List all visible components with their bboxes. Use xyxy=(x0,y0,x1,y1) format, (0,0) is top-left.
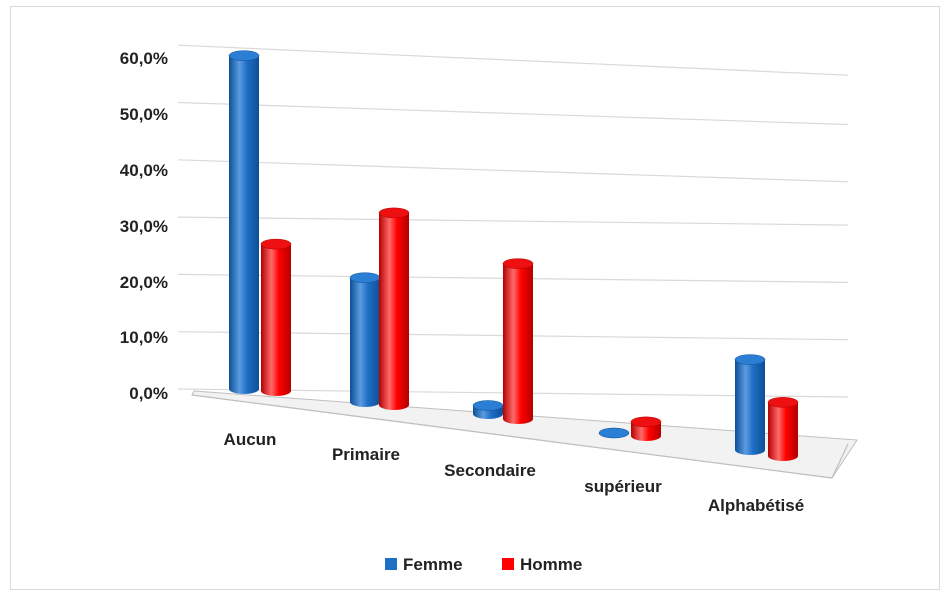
bar-body xyxy=(261,244,291,396)
bar-top xyxy=(734,354,766,365)
bar xyxy=(630,416,662,441)
bar-top xyxy=(598,427,630,439)
legend-swatch-homme xyxy=(502,558,514,570)
bar-body xyxy=(229,55,259,395)
floor-edge xyxy=(191,394,833,479)
bar xyxy=(349,272,381,407)
bar-top xyxy=(228,50,260,61)
bar-body xyxy=(735,359,765,455)
gridline xyxy=(177,44,849,76)
y-tick-label: 40,0% xyxy=(120,161,168,180)
x-axis-categories: Aucun Primaire Secondaire supérieur Alph… xyxy=(224,430,805,515)
category-label: supérieur xyxy=(584,477,662,496)
bar-body xyxy=(379,212,409,410)
bar xyxy=(767,397,799,461)
legend-swatch-femme xyxy=(385,558,397,570)
y-tick-label: 60,0% xyxy=(120,49,168,68)
bar xyxy=(472,400,504,419)
bar-top xyxy=(502,258,534,269)
bar xyxy=(598,427,630,439)
bar-body xyxy=(768,402,798,461)
bar xyxy=(502,258,534,424)
bar-top xyxy=(378,207,410,219)
bar-body xyxy=(503,263,533,424)
chart-frame xyxy=(10,6,940,590)
bar-top xyxy=(260,238,292,250)
bar-top xyxy=(349,272,381,283)
legend-label-femme: Femme xyxy=(403,555,463,574)
bar-top xyxy=(767,397,799,408)
bar-body xyxy=(631,421,661,441)
category-label: Alphabétisé xyxy=(708,496,804,515)
gridline xyxy=(177,216,849,226)
y-tick-label: 50,0% xyxy=(120,105,168,124)
y-tick-label: 30,0% xyxy=(120,217,168,236)
category-label: Secondaire xyxy=(444,461,536,480)
bar xyxy=(378,207,410,410)
legend-label-homme: Homme xyxy=(520,555,582,574)
y-tick-label: 10,0% xyxy=(120,328,168,347)
bar-top xyxy=(630,416,662,428)
bar xyxy=(260,238,292,396)
gridline xyxy=(177,101,849,126)
bar xyxy=(734,354,766,455)
category-label: Aucun xyxy=(224,430,277,449)
bar-body xyxy=(350,277,380,407)
y-tick-label: 20,0% xyxy=(120,273,168,292)
y-tick-label: 0,0% xyxy=(129,384,168,403)
category-label: Primaire xyxy=(332,445,400,464)
floor-side xyxy=(831,443,849,479)
bars xyxy=(228,50,799,461)
gridline xyxy=(177,159,849,183)
y-axis-ticks: 0,0% 10,0% 20,0% 30,0% 40,0% 50,0% 60,0% xyxy=(120,49,168,403)
bar xyxy=(228,50,260,395)
bar-top xyxy=(472,400,504,411)
legend: Femme Homme xyxy=(385,555,582,574)
